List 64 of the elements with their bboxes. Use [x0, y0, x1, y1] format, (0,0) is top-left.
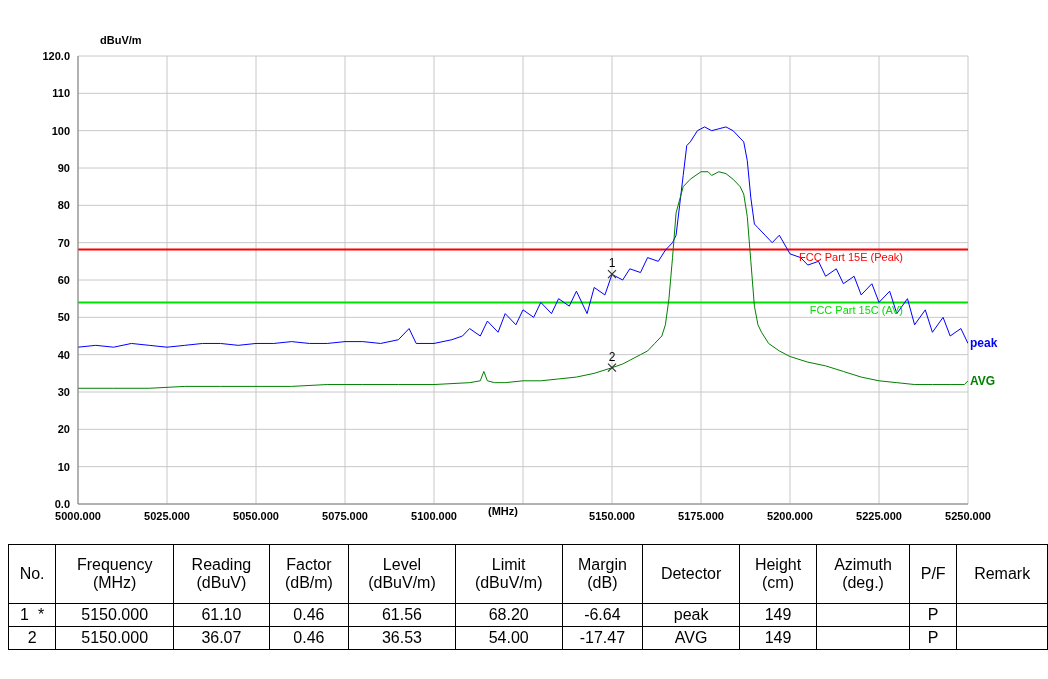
line-series	[78, 126, 968, 348]
y-tick-label: 20	[57, 423, 70, 436]
text: 2	[27, 629, 37, 646]
x-axis-title: (MHz)	[488, 505, 518, 517]
category-label: Level (dBuV/m)	[348, 544, 456, 604]
x-tick-label: 5100.000	[411, 509, 457, 522]
x-tick-label: 5075.000	[322, 509, 368, 522]
category-label: Remark	[956, 544, 1048, 604]
x-tick-label: 5150.000	[589, 509, 635, 522]
y-axis-title: dBuV/m	[100, 34, 142, 46]
category-label: P/F	[909, 544, 957, 604]
annotation: 2	[608, 349, 616, 364]
y-tick-label: 80	[57, 199, 70, 212]
x-tick-label: 5175.000	[678, 509, 724, 522]
category-label: Height (cm)	[739, 544, 817, 604]
category-label: Factor (dB/m)	[269, 544, 349, 604]
category-label: Detector	[642, 544, 740, 604]
x-tick-label: 5000.000	[55, 509, 101, 522]
y-tick-label: 90	[57, 161, 70, 174]
y-tick-label: 50	[57, 311, 70, 324]
y-tick-label: 10	[57, 460, 70, 473]
annotation: 1	[608, 256, 616, 271]
x-tick-label: 5050.000	[233, 509, 279, 522]
y-tick-label: 110	[52, 87, 70, 100]
text: AVG	[674, 629, 708, 646]
category-label: Frequency (MHz)	[55, 544, 174, 604]
ref-line-label: FCC Part 15E (Peak)	[799, 251, 903, 264]
text: P	[927, 606, 939, 623]
text: 61.10	[201, 606, 242, 623]
text: 68.20	[488, 606, 529, 623]
text: 149	[764, 606, 792, 623]
text: 5150.000	[81, 606, 149, 623]
line-series	[78, 171, 968, 389]
y-tick-label: 70	[57, 236, 70, 249]
text: 5150.000	[81, 629, 149, 646]
category-label: Reading (dBuV)	[173, 544, 270, 604]
x-tick-label: 5225.000	[856, 509, 902, 522]
series-label: peak	[970, 336, 998, 351]
category-label: Margin (dB)	[562, 544, 643, 604]
text: peak	[673, 606, 709, 623]
x-tick-label: 5250.000	[945, 509, 991, 522]
y-tick-label: 100	[51, 124, 70, 137]
text: 61.56	[381, 606, 422, 623]
category-label: Limit (dBuV/m)	[455, 544, 563, 604]
text: 149	[764, 629, 792, 646]
x-tick-label: 5025.000	[144, 509, 190, 522]
y-tick-label: 30	[57, 385, 70, 398]
text: 36.07	[201, 629, 242, 646]
text: 0.46	[293, 629, 325, 646]
text: 0.46	[293, 606, 325, 623]
category-label: Azimuth (deg.)	[816, 544, 910, 604]
text: P	[927, 629, 939, 646]
x-tick-label: 5200.000	[767, 509, 813, 522]
y-tick-label: 120.0	[42, 49, 70, 62]
text: -6.64	[584, 606, 621, 623]
y-tick-label: 0.0	[54, 497, 70, 510]
text: 54.00	[488, 629, 529, 646]
text: 1 *	[20, 606, 45, 623]
series-label: AVG	[970, 373, 996, 388]
y-tick-label: 60	[57, 273, 70, 286]
y-tick-label: 40	[57, 348, 70, 361]
text: -17.47	[579, 629, 626, 646]
category-label: No.	[8, 544, 56, 604]
text: 36.53	[381, 629, 422, 646]
